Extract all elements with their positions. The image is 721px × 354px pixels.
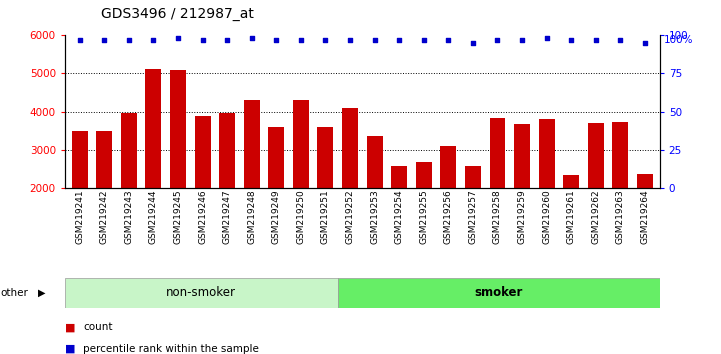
Bar [637, 174, 653, 264]
Point [394, 37, 405, 43]
Text: ■: ■ [65, 322, 76, 332]
Point [467, 40, 479, 46]
Bar [490, 118, 505, 264]
Bar [65, 278, 337, 308]
Bar [588, 123, 603, 264]
Bar [465, 166, 481, 264]
Text: percentile rank within the sample: percentile rank within the sample [83, 344, 259, 354]
Text: count: count [83, 322, 112, 332]
Bar [268, 127, 284, 264]
Point [295, 37, 306, 43]
Text: ■: ■ [65, 344, 76, 354]
Bar [121, 113, 137, 264]
Point [270, 37, 282, 43]
Point [565, 37, 577, 43]
Point [640, 40, 651, 46]
Point [172, 36, 184, 41]
Point [492, 37, 503, 43]
Bar [342, 108, 358, 264]
Text: smoker: smoker [474, 286, 523, 299]
Bar [416, 162, 432, 264]
Point [443, 37, 454, 43]
Bar [366, 136, 383, 264]
Bar [96, 131, 112, 264]
Text: ▶: ▶ [38, 288, 45, 298]
Bar [612, 122, 629, 264]
Bar [563, 176, 579, 264]
Text: GDS3496 / 212987_at: GDS3496 / 212987_at [101, 7, 254, 21]
Point [614, 37, 626, 43]
Bar [392, 166, 407, 264]
Point [418, 37, 430, 43]
Bar [195, 116, 211, 264]
Bar [514, 125, 530, 264]
Point [123, 37, 135, 43]
Point [369, 37, 381, 43]
Text: 100%: 100% [663, 35, 693, 45]
Text: non-smoker: non-smoker [167, 286, 236, 299]
Bar [244, 100, 260, 264]
Bar [317, 127, 333, 264]
Bar [293, 100, 309, 264]
Point [197, 37, 208, 43]
Bar [71, 131, 88, 264]
Point [246, 36, 257, 41]
Point [74, 37, 85, 43]
Point [221, 37, 233, 43]
Bar [146, 69, 162, 264]
Point [99, 37, 110, 43]
Bar [441, 146, 456, 264]
Bar [539, 119, 554, 264]
Point [541, 36, 552, 41]
Point [319, 37, 331, 43]
Point [590, 37, 601, 43]
Bar [219, 113, 235, 264]
Point [148, 37, 159, 43]
Text: other: other [1, 288, 29, 298]
Point [516, 37, 528, 43]
Bar [337, 278, 660, 308]
Bar [170, 70, 186, 264]
Point [344, 37, 355, 43]
